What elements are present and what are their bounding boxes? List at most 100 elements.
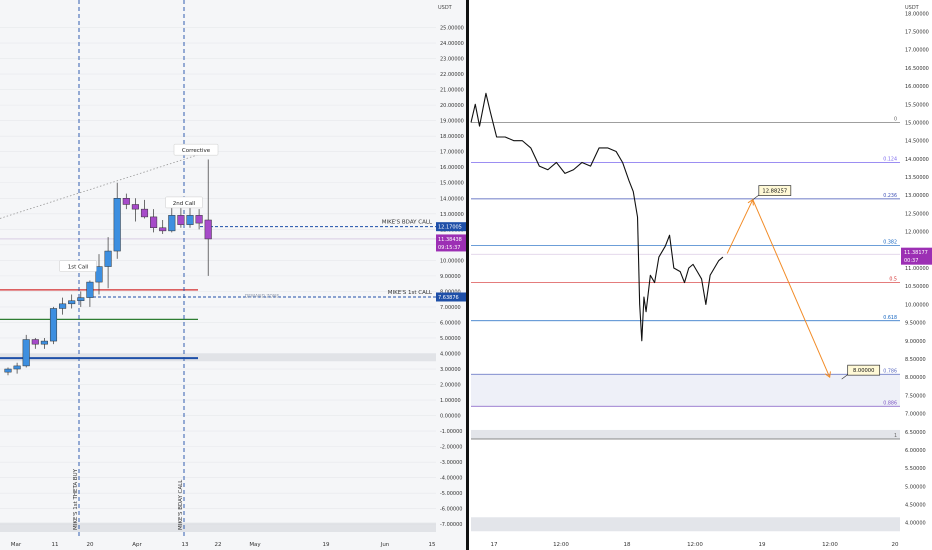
left-x-tick-label: May xyxy=(249,542,261,548)
left-y-tick-label: -6.00000 xyxy=(440,507,462,513)
candle-body[interactable] xyxy=(113,198,121,252)
left-y-tick-label: 8.00000 xyxy=(440,289,461,295)
candle-body[interactable] xyxy=(40,340,48,345)
left-y-tick-label: 23.00000 xyxy=(440,57,464,63)
left-currency-label: USDT xyxy=(438,5,453,11)
fib-bottom-band xyxy=(471,429,900,440)
candle-body[interactable] xyxy=(140,208,149,218)
target-high-label: 12.88257 xyxy=(762,189,787,195)
target-low-label: 8.00000 xyxy=(853,368,874,374)
left-x-tick-label: 20 xyxy=(87,542,94,548)
target-low-label-box[interactable] xyxy=(847,364,881,376)
right-y-tick-label: 18.00000 xyxy=(905,11,929,17)
candle-body[interactable] xyxy=(77,297,85,301)
right-plot-area[interactable]: 0 0.124 0.236 0.382 0.5 0.618 0.786 0.886 1 12.88… xyxy=(470,92,900,532)
candle-body[interactable] xyxy=(159,227,167,232)
left-x-tick-label: Apr xyxy=(132,542,142,548)
candle-body[interactable] xyxy=(204,219,212,240)
candle-body[interactable] xyxy=(122,198,130,205)
right-y-tick-label: 17.50000 xyxy=(905,29,929,35)
right-x-tick-label: 18 xyxy=(624,542,631,548)
left-y-tick-label: 14.00000 xyxy=(440,196,464,202)
candle-body[interactable] xyxy=(68,300,76,305)
right-y-tick-label: 7.50000 xyxy=(905,393,926,399)
right-x-tick-label: 12:00 xyxy=(687,542,703,548)
left-price-tag xyxy=(436,292,466,302)
candle-body[interactable] xyxy=(195,215,203,224)
candle-body[interactable] xyxy=(22,339,30,367)
candle-body[interactable] xyxy=(131,204,139,210)
right-y-tick-label: 10.50000 xyxy=(905,284,929,290)
right-y-tick-label: 6.00000 xyxy=(905,448,926,454)
left-price-tag-text: 09:15:37 xyxy=(438,245,460,251)
left-y-tick-label: 20.00000 xyxy=(440,103,464,109)
second-call-callout-box[interactable] xyxy=(165,196,203,209)
right-y-tick-label: 13.50000 xyxy=(905,175,929,181)
fib-level-label: 0.886 xyxy=(883,400,897,406)
left-y-tick-label: 19.00000 xyxy=(440,119,464,125)
right-y-axis[interactable]: 18.00000 17.50000 17.00000 16.50000 16.00000… xyxy=(905,11,929,526)
first-call-callout-box[interactable] xyxy=(59,260,97,272)
right-y-tick-label: 16.00000 xyxy=(905,84,929,90)
corrective-callout-box[interactable] xyxy=(173,143,219,156)
candle-body[interactable] xyxy=(49,308,58,342)
left-y-tick-label: 5.00000 xyxy=(440,336,461,342)
left-price-tag-text: 11.38438 xyxy=(438,237,462,243)
candle-body[interactable] xyxy=(95,266,103,283)
candle-body[interactable] xyxy=(104,250,112,267)
fib-level-label: 0 xyxy=(894,116,897,122)
panel-divider[interactable] xyxy=(466,0,469,550)
candle-body[interactable] xyxy=(86,281,94,298)
right-bottom-band xyxy=(471,517,900,532)
fib-level-label: 0.786 xyxy=(883,368,897,374)
right-y-tick-label: 17.00000 xyxy=(905,48,929,54)
left-y-tick-label: -7.00000 xyxy=(440,522,462,528)
left-y-tick-label: 25.00000 xyxy=(440,26,464,32)
right-y-tick-label: 12.00000 xyxy=(905,230,929,236)
right-price-tag-text: 00:37 xyxy=(904,258,918,264)
left-y-tick-label: 18.00000 xyxy=(440,134,464,140)
candle-body[interactable] xyxy=(186,215,194,225)
theta-buy-label: MIKE'S 1st THETA BUY xyxy=(73,468,79,530)
left-demand-band xyxy=(0,353,436,362)
price-line[interactable] xyxy=(470,92,724,342)
right-y-tick-label: 5.50000 xyxy=(905,466,926,472)
right-x-axis[interactable]: 17 12:00 18 12:00 19 12:00 20 xyxy=(491,542,899,548)
candle-body[interactable] xyxy=(4,368,12,373)
right-y-tick-label: 9.50000 xyxy=(905,321,926,327)
second-call-callout: 2nd Call xyxy=(173,201,196,207)
right-y-tick-label: 12.50000 xyxy=(905,211,929,217)
candle-body[interactable] xyxy=(13,365,21,370)
left-plot-area[interactable]: MIKE'S BDAY CALL MIKE'S 1st CALL DEMAND ZO… xyxy=(0,0,436,538)
left-price-tag-text: 7.63876 xyxy=(438,295,459,301)
candle-body[interactable] xyxy=(59,303,67,309)
left-y-tick-label: -2.00000 xyxy=(440,445,462,451)
target-high-label-box[interactable] xyxy=(758,185,792,196)
right-y-tick-label: 8.50000 xyxy=(905,357,926,363)
right-y-tick-label: 4.00000 xyxy=(905,521,926,527)
candle-body[interactable] xyxy=(168,215,176,232)
right-y-axis-background xyxy=(900,0,932,550)
candle-body[interactable] xyxy=(177,215,185,225)
left-x-tick-label: Jun xyxy=(380,542,390,548)
fib-level-label: 0.618 xyxy=(883,315,897,321)
fib-level-label: 0.5 xyxy=(889,277,897,283)
right-y-tick-label: 11.00000 xyxy=(905,266,929,272)
right-x-tick-label: 20 xyxy=(892,542,899,548)
first-call-label: MIKE'S 1st CALL xyxy=(388,290,433,296)
left-price-tags: 12.17005 11.38438 09:15:37 7.63876 xyxy=(436,222,466,302)
right-x-tick-label: 12:00 xyxy=(822,542,838,548)
left-price-tag xyxy=(436,234,466,244)
left-y-tick-label: 17.00000 xyxy=(440,150,464,156)
right-price-tag xyxy=(901,247,932,257)
candle-body[interactable] xyxy=(150,216,158,229)
right-price-tag-text: 11.38177 xyxy=(904,250,928,256)
left-y-tick-label: 2.00000 xyxy=(440,383,461,389)
candle-body[interactable] xyxy=(31,339,39,345)
left-y-tick-label: 15.00000 xyxy=(440,181,464,187)
left-x-axis[interactable]: Mar 11 20 Apr 13 22 May 19 Jun 15 xyxy=(11,542,436,548)
left-y-tick-label: 13.00000 xyxy=(440,212,464,218)
left-y-tick-label: 9.00000 xyxy=(440,274,461,280)
left-bottom-band xyxy=(0,522,436,532)
right-price-tag xyxy=(901,255,932,265)
